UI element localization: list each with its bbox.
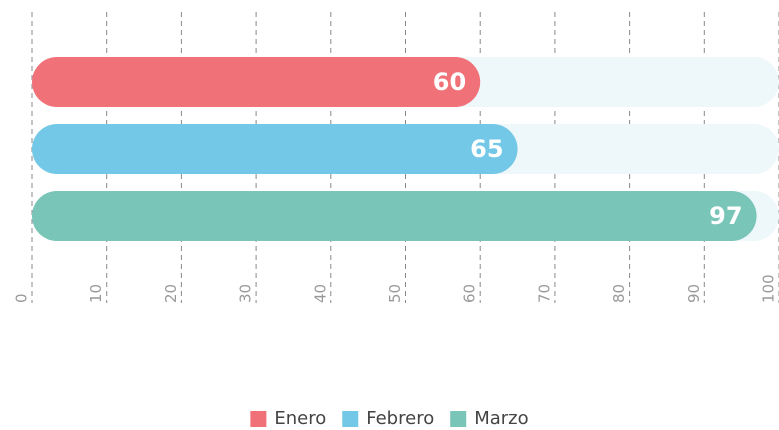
x-tick-label: 90 (685, 284, 703, 303)
legend-label: Enero (274, 408, 326, 429)
bar (32, 57, 481, 107)
x-tick-label: 10 (87, 284, 105, 303)
legend: Enero Febrero Marzo (250, 408, 529, 429)
x-tick-label: 40 (311, 284, 329, 303)
x-tick-label: 100 (760, 274, 778, 303)
legend-swatch (342, 411, 359, 427)
legend-label: Marzo (474, 408, 528, 429)
x-tick-label: 70 (535, 284, 553, 303)
x-tick-label: 0 (13, 293, 31, 303)
legend-swatch (250, 411, 267, 427)
x-tick-label: 50 (386, 284, 404, 303)
value-label: 60 (433, 68, 466, 96)
x-tick-label: 80 (610, 284, 628, 303)
bar (32, 191, 757, 241)
x-tick-label: 20 (162, 284, 180, 303)
legend-swatch (450, 411, 467, 427)
x-tick-label: 30 (237, 284, 255, 303)
x-tick-label: 60 (461, 284, 479, 303)
legend-label: Febrero (366, 408, 434, 429)
value-label: 65 (470, 135, 503, 163)
bar (32, 124, 518, 174)
value-label: 97 (709, 202, 742, 230)
